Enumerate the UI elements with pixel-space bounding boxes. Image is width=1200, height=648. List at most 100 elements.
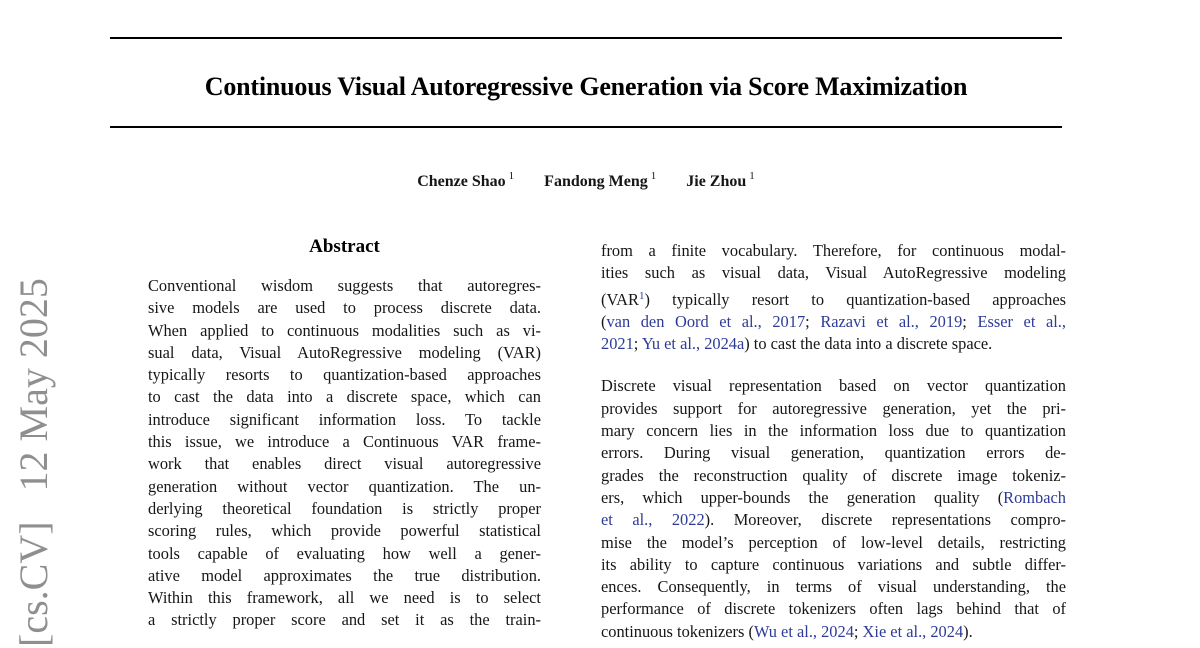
text-segment: ; xyxy=(962,311,978,331)
author: Jie Zhou 1 xyxy=(686,170,755,190)
citation-link[interactable]: 2021 xyxy=(601,334,634,354)
abstract-heading: Abstract xyxy=(309,236,380,257)
text-line: from a finite vocabulary. Therefore, for… xyxy=(601,240,1066,262)
footnote-ref-link[interactable]: 1 xyxy=(638,289,645,302)
abstract-text: Conventional wisdom suggests that autore… xyxy=(148,275,541,632)
text-line: derlying theoretical foundation is stric… xyxy=(148,498,541,520)
text-line: (van den Oord et al., 2017; Razavi et al… xyxy=(601,311,1066,333)
text-line: Conventional wisdom suggests that autore… xyxy=(148,275,541,297)
text-line: typically resorts to quantization-based … xyxy=(148,364,541,386)
citation-link[interactable]: Rombach xyxy=(1003,487,1066,507)
text-segment: ). Moreover, discrete representations co… xyxy=(704,510,1066,530)
paper-title: Continuous Visual Autoregressive Generat… xyxy=(204,72,968,101)
text-line: sive models are used to process discrete… xyxy=(148,297,541,319)
arxiv-watermark: [cs.CV] 12 May 2025 xyxy=(11,278,56,647)
text-segment: (VAR xyxy=(601,289,639,309)
text-segment: sual data, Visual AutoRegressive modelin… xyxy=(148,342,541,362)
text-line: 2021; Yu et al., 2024a) to cast the data… xyxy=(601,333,1066,355)
citation-link[interactable]: Xie et al., 2024 xyxy=(862,621,964,641)
text-line: ities such as visual data, Visual AutoRe… xyxy=(601,262,1066,284)
text-segment: Discrete visual representation based on … xyxy=(601,376,1066,396)
author-affiliation-mark: 1 xyxy=(508,170,515,182)
text-segment: introduce significant information loss. … xyxy=(148,409,541,429)
text-segment: provides support for autoregressive gene… xyxy=(601,398,1066,418)
text-line: scoring rules, which provide powerful st… xyxy=(148,520,541,542)
citation-link[interactable]: van den Oord et al., 2017 xyxy=(606,311,806,331)
text-line: tools capable of evaluating how well a g… xyxy=(148,543,541,565)
text-segment: grades the reconstruction quality of dis… xyxy=(601,465,1066,485)
text-segment: scoring rules, which provide powerful st… xyxy=(148,521,541,541)
author: Chenze Shao 1 xyxy=(417,170,515,190)
text-segment: ers, which upper-bounds the generation q… xyxy=(601,487,1004,507)
text-segment: ; xyxy=(853,621,863,641)
text-segment: performance of discrete tokenizers often… xyxy=(601,599,1066,619)
author-name: Chenze Shao xyxy=(417,173,506,190)
text-segment: ities such as visual data, Visual AutoRe… xyxy=(601,263,1066,283)
text-line: introduce significant information loss. … xyxy=(148,409,541,431)
text-segment: this issue, we introduce a Continuous VA… xyxy=(148,432,541,452)
title-rule-top xyxy=(110,37,1062,39)
text-segment: When applied to continuous modalities su… xyxy=(148,320,541,340)
text-line: a strictly proper score and set it as th… xyxy=(148,609,541,631)
text-segment: typically resorts to quantization-based … xyxy=(148,365,541,385)
text-segment: ( xyxy=(601,311,607,331)
author-line: Chenze Shao 1 Fandong Meng 1 Jie Zhou 1 xyxy=(110,170,1062,191)
text-line: to cast the data into a discrete space, … xyxy=(148,386,541,408)
author-affiliation-mark: 1 xyxy=(749,170,755,182)
text-segment: generation without vector quantization. … xyxy=(148,476,541,496)
text-line: provides support for autoregressive gene… xyxy=(601,398,1066,420)
text-segment: its ability to capture continuous variat… xyxy=(601,554,1066,574)
text-segment: ) to cast the data into a discrete space… xyxy=(744,334,993,354)
text-line: generation without vector quantization. … xyxy=(148,476,541,498)
text-line: ers, which upper-bounds the generation q… xyxy=(601,487,1066,509)
text-segment: to cast the data into a discrete space, … xyxy=(148,387,541,407)
text-segment: continuous tokenizers ( xyxy=(601,621,754,641)
text-segment: Within this framework, all we need is to… xyxy=(148,588,541,608)
text-segment: ; xyxy=(633,334,642,354)
text-line: continuous tokenizers (Wu et al., 2024; … xyxy=(601,621,1066,643)
text-segment: errors. During visual generation, quanti… xyxy=(601,443,1066,463)
text-segment: derlying theoretical foundation is stric… xyxy=(148,498,541,518)
text-line: its ability to capture continuous variat… xyxy=(601,554,1066,576)
citation-link[interactable]: Razavi et al., 2019 xyxy=(820,311,963,331)
text-segment: a strictly proper score and set it as th… xyxy=(148,610,541,630)
text-line: errors. During visual generation, quanti… xyxy=(601,442,1066,464)
text-segment: mise the model’s perception of low-level… xyxy=(601,532,1066,552)
text-segment: Conventional wisdom suggests that autore… xyxy=(148,276,541,295)
text-segment: mary concern lies in the information los… xyxy=(601,421,1066,441)
body-paragraph: Discrete visual representation based on … xyxy=(601,375,1066,643)
author-affiliation-mark: 1 xyxy=(650,170,657,182)
text-segment: ; xyxy=(805,311,821,331)
title-rule-bottom xyxy=(110,126,1062,128)
text-line: Within this framework, all we need is to… xyxy=(148,587,541,609)
text-line: mise the model’s perception of low-level… xyxy=(601,532,1066,554)
text-segment: from a finite vocabulary. Therefore, for… xyxy=(601,241,1066,260)
citation-link[interactable]: Wu et al., 2024 xyxy=(753,621,854,641)
text-segment: ative model approximates the true distri… xyxy=(148,565,541,585)
author-name: Fandong Meng xyxy=(544,173,648,190)
text-line: (VAR1) typically resort to quantization-… xyxy=(601,285,1066,311)
text-line: ative model approximates the true distri… xyxy=(148,565,541,587)
citation-link[interactable]: Esser et al., xyxy=(977,311,1067,331)
text-segment: ences. Consequently, in terms of visual … xyxy=(601,577,1066,597)
text-line: grades the reconstruction quality of dis… xyxy=(601,465,1066,487)
text-segment: tools capable of evaluating how well a g… xyxy=(148,543,541,563)
text-line: et al., 2022). Moreover, discrete repres… xyxy=(601,509,1066,531)
body-column: from a finite vocabulary. Therefore, for… xyxy=(601,240,1066,643)
text-line: mary concern lies in the information los… xyxy=(601,420,1066,442)
text-line: sual data, Visual AutoRegressive modelin… xyxy=(148,342,541,364)
text-line: this issue, we introduce a Continuous VA… xyxy=(148,431,541,453)
citation-link[interactable]: Yu et al., 2024a xyxy=(641,334,745,354)
text-line: Discrete visual representation based on … xyxy=(601,375,1066,397)
author: Fandong Meng 1 xyxy=(544,170,657,190)
citation-link[interactable]: et al., 2022 xyxy=(601,510,705,530)
text-segment: sive models are used to process discrete… xyxy=(148,298,541,318)
text-segment: ). xyxy=(963,621,973,641)
text-line: When applied to continuous modalities su… xyxy=(148,320,541,342)
text-segment: ) typically resort to quantization-based… xyxy=(644,289,1066,309)
author-name: Jie Zhou xyxy=(686,173,747,190)
body-paragraph: from a finite vocabulary. Therefore, for… xyxy=(601,240,1066,355)
text-line: performance of discrete tokenizers often… xyxy=(601,598,1066,620)
text-line: work that enables direct visual autoregr… xyxy=(148,453,541,475)
